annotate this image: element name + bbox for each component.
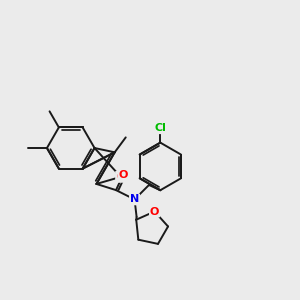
Text: Cl: Cl — [154, 123, 166, 133]
Text: N: N — [130, 194, 139, 204]
Text: O: O — [118, 170, 128, 180]
Text: O: O — [150, 206, 159, 217]
Text: O: O — [116, 172, 125, 182]
